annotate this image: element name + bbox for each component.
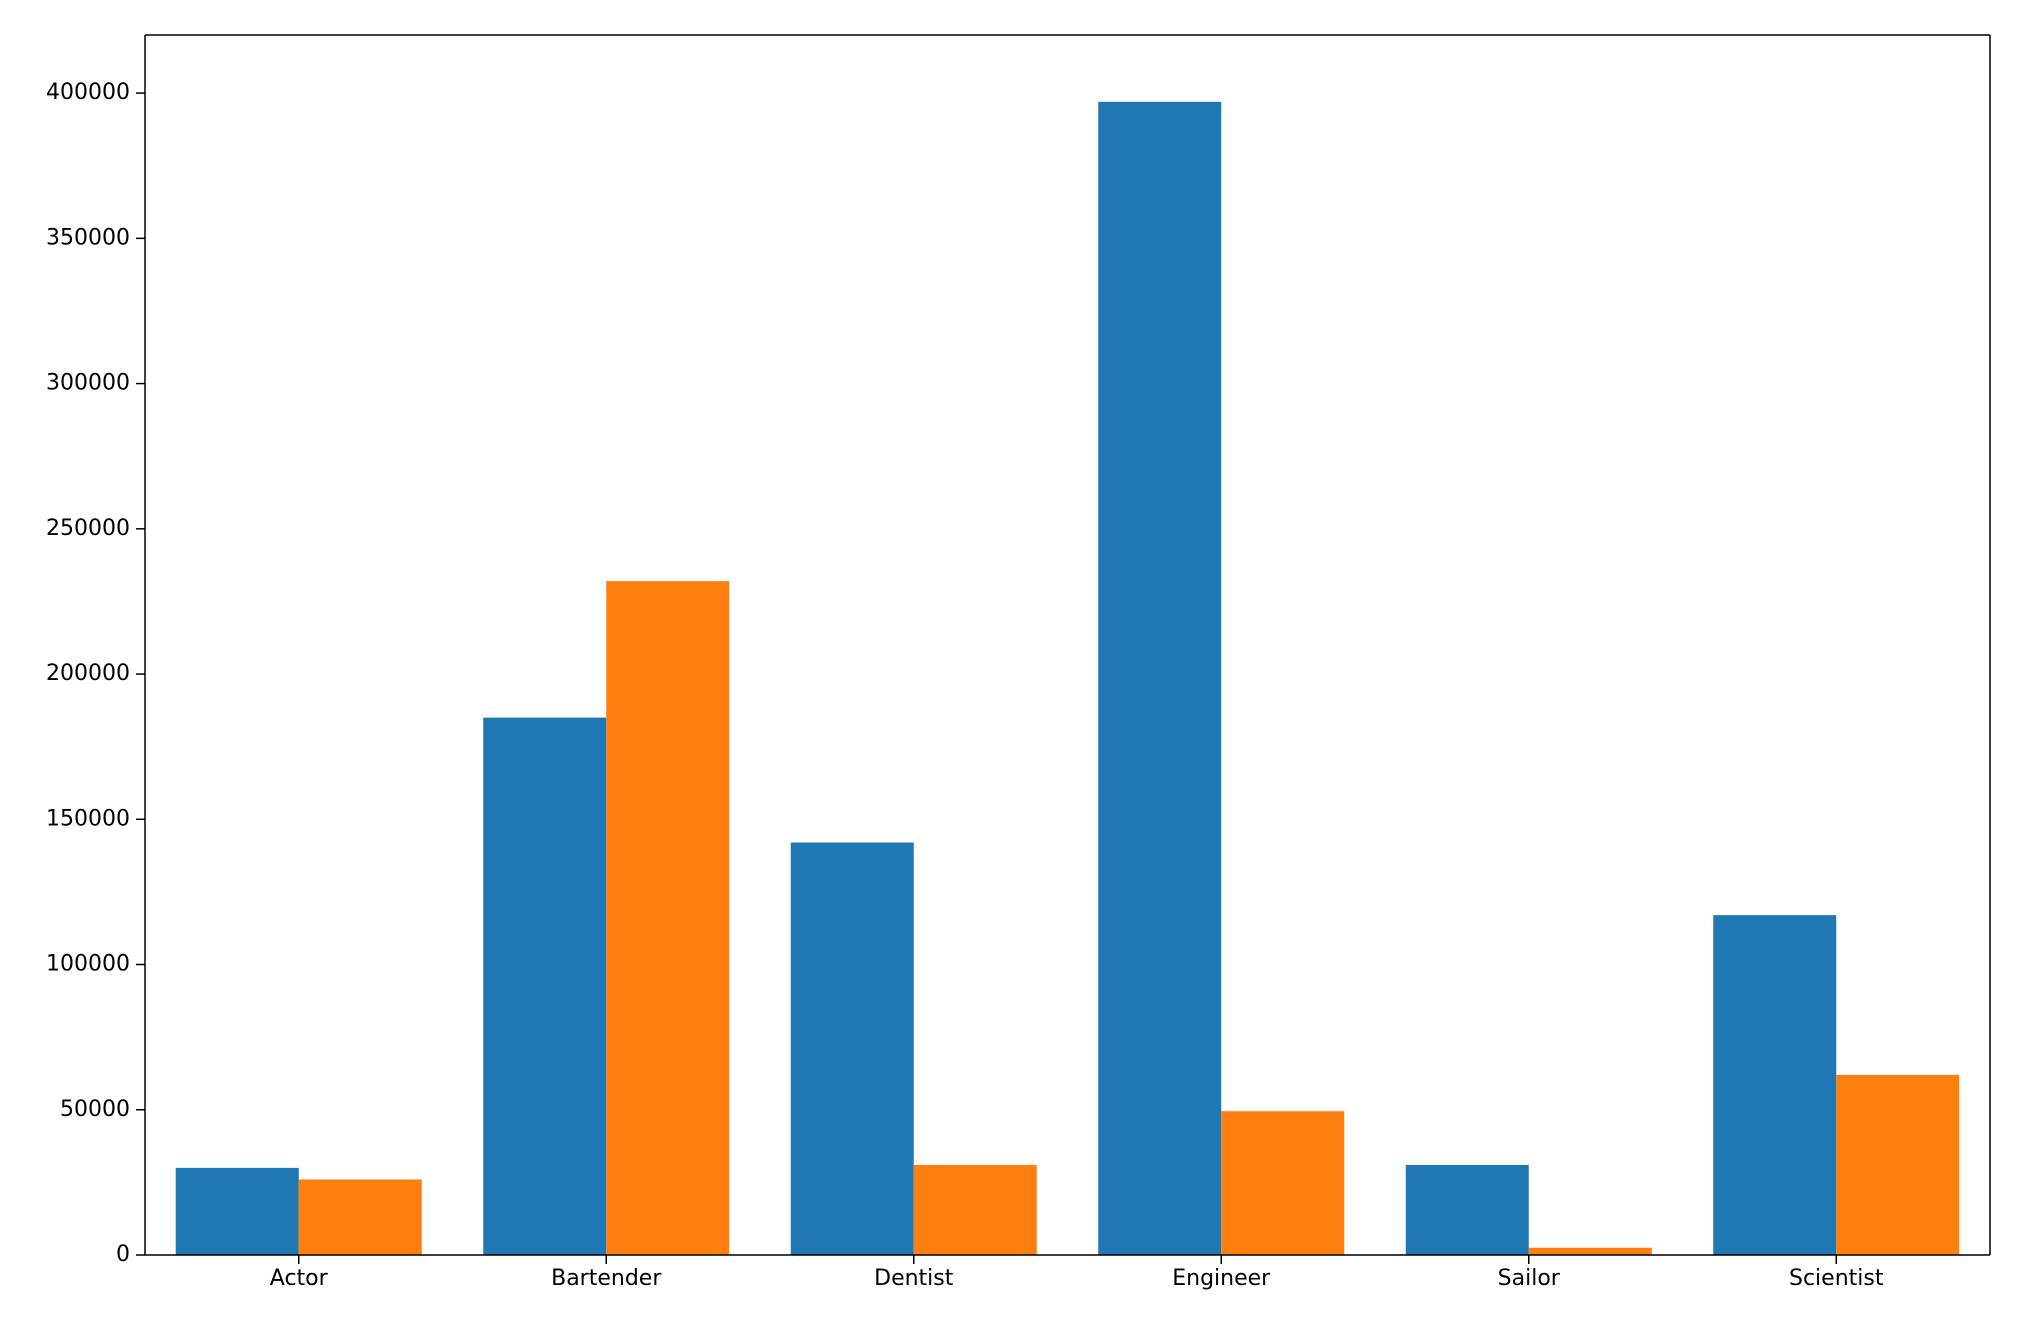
bar-series-a-bartender (483, 718, 606, 1255)
bar-series-a-scientist (1713, 915, 1836, 1255)
y-tick-label: 250000 (46, 516, 130, 541)
y-tick-label: 50000 (60, 1097, 130, 1122)
bar-series-b-sailor (1529, 1248, 1652, 1255)
bar-series-b-engineer (1221, 1111, 1344, 1255)
bar-series-b-scientist (1836, 1075, 1959, 1255)
y-tick-label: 350000 (46, 225, 130, 250)
x-tick-label: Dentist (874, 1266, 954, 1291)
y-tick-label: 200000 (46, 661, 130, 686)
bar-series-a-actor (176, 1168, 299, 1255)
x-tick-label: Bartender (551, 1266, 662, 1291)
x-tick-label: Sailor (1498, 1266, 1561, 1291)
y-tick-label: 400000 (46, 80, 130, 105)
x-tick-label: Actor (270, 1266, 329, 1291)
bar-series-a-sailor (1406, 1165, 1529, 1255)
bar-series-b-bartender (606, 581, 729, 1255)
x-tick-label: Engineer (1172, 1266, 1271, 1291)
y-tick-label: 100000 (46, 952, 130, 977)
y-tick-label: 150000 (46, 806, 130, 831)
bar-series-a-engineer (1098, 102, 1221, 1255)
chart-container: Actor Bartender Dentist Engineer Sailor Scien… (0, 0, 2029, 1322)
grouped-bar-chart: Actor Bartender Dentist Engineer Sailor Scien… (0, 0, 2029, 1322)
y-tick-label: 0 (116, 1242, 130, 1267)
bar-series-b-actor (299, 1179, 422, 1255)
y-tick-label: 300000 (46, 371, 130, 396)
x-tick-label: Scientist (1789, 1266, 1884, 1291)
bar-series-b-dentist (914, 1165, 1037, 1255)
bar-series-a-dentist (791, 843, 914, 1255)
